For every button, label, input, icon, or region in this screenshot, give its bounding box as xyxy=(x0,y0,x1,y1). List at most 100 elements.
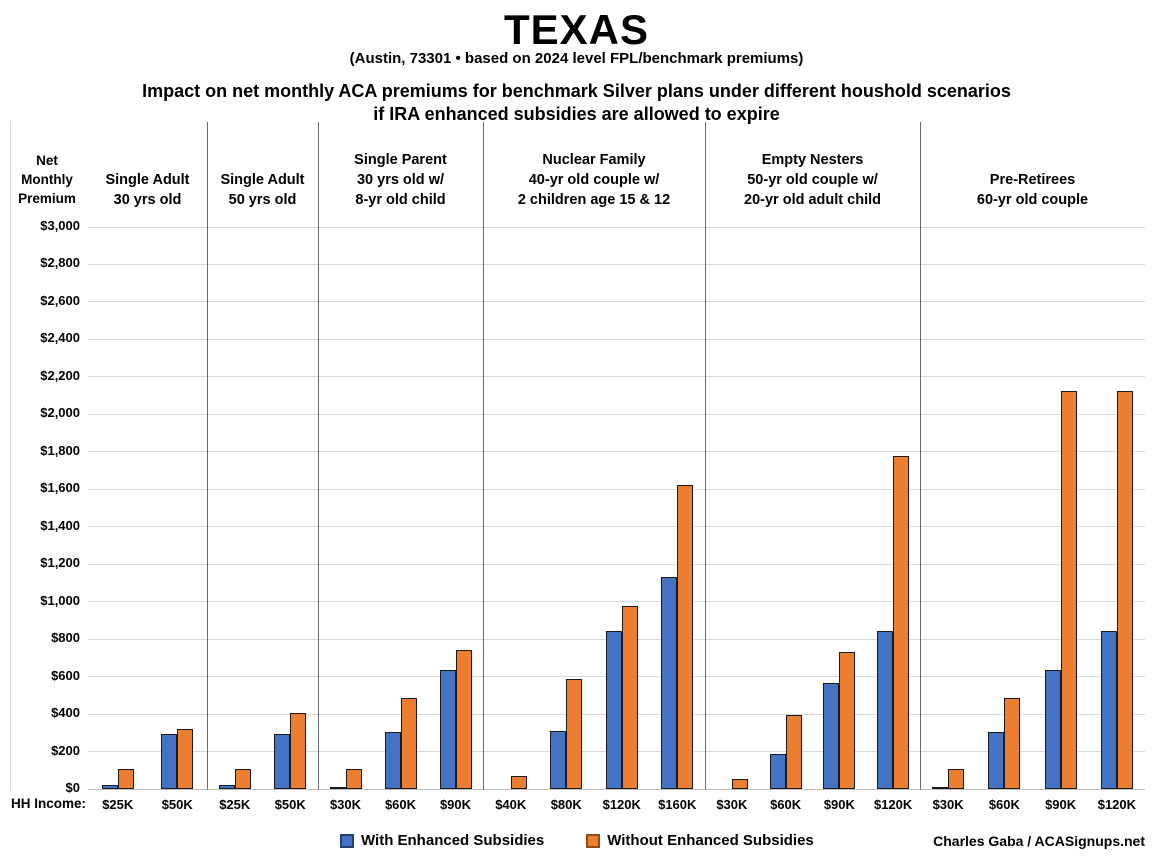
group-header-line: 50 yrs old xyxy=(228,192,297,208)
y-tick-label: $2,600 xyxy=(40,292,80,308)
legend: With Enhanced Subsidies Without Enhanced… xyxy=(340,832,820,849)
group-header-line: Pre-Retirees xyxy=(989,172,1076,188)
x-tick-label: $30K xyxy=(716,797,748,812)
x-tick-label: $30K xyxy=(329,797,362,812)
group-header-line: Empty Nesters xyxy=(761,152,864,168)
bar-with-enhanced xyxy=(877,630,894,789)
x-tick-label: $160K xyxy=(658,797,697,812)
bar-without-enhanced xyxy=(839,652,856,789)
gridline xyxy=(88,376,1145,378)
x-tick-label: $60K xyxy=(770,797,802,812)
y-axis-title-line: Premium xyxy=(18,191,76,206)
group-divider xyxy=(705,122,706,790)
gridline xyxy=(88,601,1145,603)
legend-item-with-enhanced: With Enhanced Subsidies xyxy=(340,832,544,849)
bar-with-enhanced xyxy=(823,683,840,789)
y-tick-label: $1,200 xyxy=(40,555,80,571)
x-tick-label: $25K xyxy=(219,797,251,812)
bar-with-enhanced xyxy=(439,670,456,789)
bar-without-enhanced xyxy=(455,650,472,789)
y-axis-title: Net Monthly Premium xyxy=(8,151,86,208)
y-tick-label: $2,400 xyxy=(40,330,80,346)
group-header-line: 50-yr old couple w/ xyxy=(747,172,878,188)
bar-with-enhanced xyxy=(932,787,949,789)
group-header: Empty Nesters 50-yr old couple w/20-yr ol… xyxy=(707,150,918,210)
bar-without-enhanced xyxy=(345,769,362,789)
bar-with-enhanced xyxy=(769,754,786,789)
bar-without-enhanced xyxy=(566,679,583,789)
plot-left-edge xyxy=(10,122,11,790)
gridline xyxy=(88,301,1145,303)
x-tick-label: $80K xyxy=(550,797,582,812)
group-header-line: 30 yrs old xyxy=(113,192,182,208)
y-tick-label: $600 xyxy=(51,667,80,683)
bar-with-enhanced xyxy=(1100,630,1117,789)
bar-without-enhanced xyxy=(948,769,965,789)
y-tick-label: $1,800 xyxy=(40,442,80,458)
y-tick-label: $2,200 xyxy=(40,367,80,383)
bar-with-enhanced xyxy=(101,785,118,789)
group-header-line: 20-yr old adult child xyxy=(744,192,881,208)
group-divider xyxy=(483,122,484,790)
y-tick-label: $800 xyxy=(51,630,80,646)
group-header: Pre-Retirees 60-yr old couple xyxy=(922,170,1143,210)
bar-without-enhanced xyxy=(785,715,802,789)
x-tick-label: $120K xyxy=(602,797,641,812)
x-tick-label: $120K xyxy=(873,797,913,812)
group-header-line: 8-yr old child xyxy=(355,192,446,208)
bar-without-enhanced xyxy=(400,698,417,789)
group-header-line: 30 yrs old w/ xyxy=(356,172,445,188)
x-tick-label: $50K xyxy=(274,797,306,812)
bar-with-enhanced xyxy=(988,731,1005,789)
bar-without-enhanced xyxy=(1116,390,1133,789)
bar-without-enhanced xyxy=(290,713,307,789)
credit: Charles Gaba / ACASignups.net xyxy=(933,833,1145,849)
legend-label: Without Enhanced Subsidies xyxy=(607,832,814,849)
bar-with-enhanced xyxy=(605,630,622,789)
group-divider xyxy=(920,122,921,790)
bar-without-enhanced xyxy=(731,778,748,789)
y-axis-title-line: Net xyxy=(36,153,58,168)
bar-without-enhanced xyxy=(117,769,134,789)
y-axis-title-line: Monthly xyxy=(21,172,73,187)
x-tick-label: $90K xyxy=(439,797,472,812)
gridline xyxy=(88,788,1145,790)
y-tick-label: $1,600 xyxy=(40,480,80,496)
gridline xyxy=(88,413,1145,415)
bar-without-enhanced xyxy=(1004,698,1021,789)
group-header-line: Single Parent xyxy=(354,152,447,168)
bar-without-enhanced xyxy=(893,455,910,789)
bar-without-enhanced xyxy=(177,729,194,789)
group-header-line: 60-yr old couple xyxy=(976,192,1089,208)
gridline xyxy=(88,563,1145,565)
x-tick-label: $120K xyxy=(1097,797,1137,812)
y-tick-label: $400 xyxy=(51,705,80,721)
bar-with-enhanced xyxy=(218,785,235,789)
group-header: Single Adult 30 yrs old xyxy=(90,170,205,210)
bar-with-enhanced xyxy=(661,577,678,789)
x-tick-label: $50K xyxy=(161,797,193,812)
x-tick-label: $60K xyxy=(988,797,1020,812)
page-title: TEXAS xyxy=(503,6,650,53)
group-divider xyxy=(318,122,319,790)
hh-income-label: HH Income: xyxy=(10,796,86,811)
gridline xyxy=(88,451,1145,453)
page-subtitle: (Austin, 73301 • based on 2024 level FPL… xyxy=(349,50,804,67)
group-header: Single Adult 50 yrs old xyxy=(209,170,316,210)
group-header-line: 40-yr old couple w/ xyxy=(528,172,660,188)
legend-swatch-orange-icon xyxy=(586,833,601,848)
bar-with-enhanced xyxy=(329,787,346,789)
bar-without-enhanced xyxy=(510,775,527,789)
x-tick-label: $40K xyxy=(495,797,527,812)
y-tick-label: $2,800 xyxy=(40,255,80,271)
bar-with-enhanced xyxy=(384,731,401,789)
bar-without-enhanced xyxy=(677,484,694,789)
legend-item-without-enhanced: Without Enhanced Subsidies xyxy=(586,832,814,849)
legend-label: With Enhanced Subsidies xyxy=(361,832,545,849)
y-tick-label: $200 xyxy=(51,742,80,758)
gridline xyxy=(88,338,1145,340)
bar-without-enhanced xyxy=(1060,390,1077,789)
bar-with-enhanced xyxy=(550,730,567,789)
